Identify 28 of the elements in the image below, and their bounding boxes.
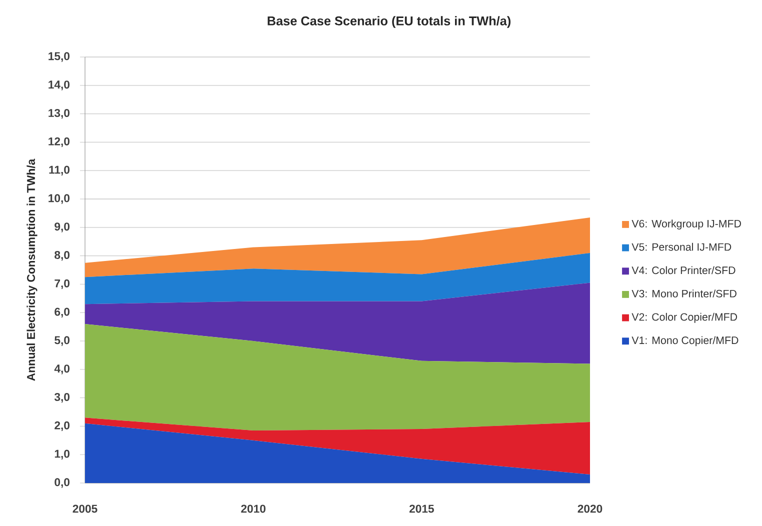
x-tick-label: 2010 — [241, 504, 266, 513]
y-tick-label: 8,0 — [54, 250, 70, 261]
y-tick-label: 9,0 — [54, 222, 70, 232]
y-tick-label: 0,0 — [54, 478, 70, 488]
y-tick-label: 14,0 — [48, 80, 70, 90]
legend-label: V2: Color Copier/MFD — [632, 312, 738, 323]
x-tick-label: 2005 — [72, 504, 98, 513]
y-tick-label: 11,0 — [49, 166, 70, 176]
legend-label: V3: Mono Printer/SFD — [632, 290, 736, 298]
x-tick-label: 2015 — [409, 504, 434, 513]
y-tick-label: 15,0 — [48, 52, 70, 62]
y-tick-label: 10,0 — [48, 194, 70, 204]
y-tick-label: 6,0 — [54, 308, 70, 318]
legend-label: V5: Personal IJ-MFD — [632, 242, 732, 251]
y-tick-label: 4,0 — [54, 364, 70, 374]
y-tick-label: 3,0 — [54, 392, 70, 403]
y-tick-label: 12,0 — [48, 137, 70, 148]
chart-title: Base Case Scenario (EU totals in TWh/a) — [268, 16, 510, 28]
legend-label: V1: Mono Copier/MFD — [632, 336, 738, 346]
legend-label: V4: Color Printer/SFD — [632, 266, 736, 274]
y-axis-title: Annual Electricity Consumption in TWh/a — [26, 158, 38, 381]
legend-label: V6: Workgroup IJ-MFD — [632, 220, 741, 230]
y-tick-label: 7,0 — [54, 279, 70, 290]
y-tick-label: 5,0 — [54, 336, 70, 346]
y-tick-label: 2,0 — [54, 421, 70, 432]
y-tick-label: 13,0 — [48, 108, 70, 119]
y-tick-label: 1,0 — [54, 450, 70, 460]
x-tick-label: 2020 — [578, 504, 602, 513]
